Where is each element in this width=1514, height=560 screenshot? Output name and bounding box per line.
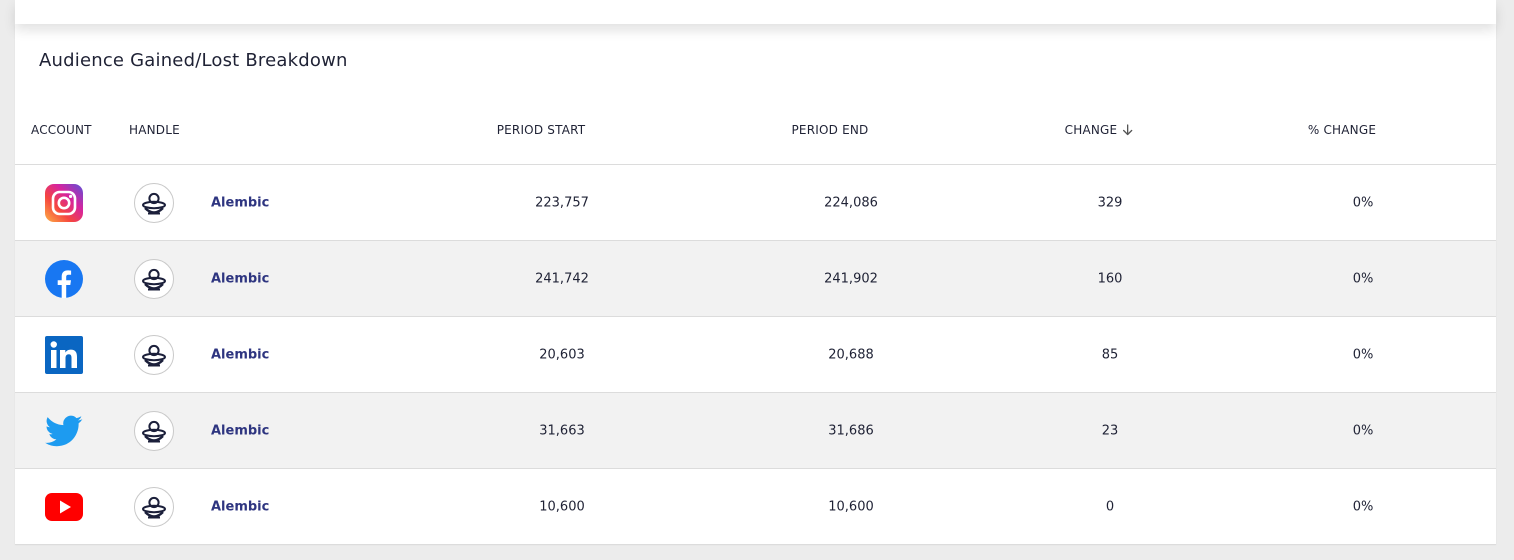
period-end-value: 241,902 — [824, 271, 878, 286]
column-header-period-start[interactable]: PERIOD START — [496, 123, 586, 137]
pct-change-value: 0% — [1352, 195, 1374, 210]
previous-card — [15, 0, 1496, 24]
alembic-logo-icon — [142, 496, 166, 518]
youtube-icon — [45, 492, 83, 521]
panel-title: Audience Gained/Lost Breakdown — [39, 50, 348, 71]
avatar — [134, 410, 174, 451]
alembic-logo-icon — [142, 192, 166, 214]
change-value: 0 — [1105, 499, 1115, 514]
period-end-value: 224,086 — [824, 195, 878, 210]
column-header-handle[interactable]: HANDLE — [129, 123, 180, 137]
pct-change-value: 0% — [1352, 423, 1374, 438]
column-header-period-end[interactable]: PERIOD END — [791, 123, 869, 137]
period-start-value: 223,757 — [535, 195, 589, 210]
avatar — [134, 258, 174, 299]
period-end-value: 20,688 — [828, 347, 874, 362]
table-header: ACCOUNT HANDLE PERIOD START PERIOD END C… — [15, 108, 1496, 165]
period-end-value: 10,600 — [828, 499, 874, 514]
handle-link[interactable]: Alembic — [211, 347, 270, 362]
column-header-change-label: CHANGE — [1064, 123, 1118, 137]
period-start-value: 241,742 — [535, 271, 589, 286]
audience-breakdown-panel: Audience Gained/Lost Breakdown ACCOUNT H… — [15, 24, 1496, 545]
period-start-value: 31,663 — [539, 423, 585, 438]
arrow-down-icon — [1122, 124, 1132, 136]
alembic-logo-icon — [142, 268, 166, 290]
avatar — [134, 334, 174, 375]
table-row: Alembic 223,757 224,086 329 0% — [15, 165, 1496, 241]
column-header-change[interactable]: CHANGE — [1065, 123, 1134, 137]
table-row: Alembic 10,600 10,600 0 0% — [15, 469, 1496, 545]
twitter-icon — [45, 415, 83, 446]
change-value: 160 — [1097, 271, 1123, 286]
handle-link[interactable]: Alembic — [211, 499, 270, 514]
change-value: 329 — [1097, 195, 1123, 210]
handle-link[interactable]: Alembic — [211, 271, 270, 286]
period-start-value: 20,603 — [539, 347, 585, 362]
change-value: 85 — [1101, 347, 1119, 362]
avatar — [134, 486, 174, 527]
handle-link[interactable]: Alembic — [211, 423, 270, 438]
alembic-logo-icon — [142, 420, 166, 442]
table-body: Alembic 223,757 224,086 329 0% Alembic 2 — [15, 165, 1496, 545]
pct-change-value: 0% — [1352, 499, 1374, 514]
handle-link[interactable]: Alembic — [211, 195, 270, 210]
column-header-pct-change[interactable]: % CHANGE — [1307, 123, 1377, 137]
linkedin-icon — [45, 335, 83, 374]
column-header-account[interactable]: ACCOUNT — [31, 123, 92, 137]
pct-change-value: 0% — [1352, 347, 1374, 362]
period-end-value: 31,686 — [828, 423, 874, 438]
period-start-value: 10,600 — [539, 499, 585, 514]
pct-change-value: 0% — [1352, 271, 1374, 286]
change-value: 23 — [1101, 423, 1119, 438]
table-row: Alembic 241,742 241,902 160 0% — [15, 241, 1496, 317]
table-row: Alembic 31,663 31,686 23 0% — [15, 393, 1496, 469]
alembic-logo-icon — [142, 344, 166, 366]
facebook-icon — [45, 259, 83, 298]
instagram-icon — [45, 183, 83, 222]
table-row: Alembic 20,603 20,688 85 0% — [15, 317, 1496, 393]
avatar — [134, 182, 174, 223]
